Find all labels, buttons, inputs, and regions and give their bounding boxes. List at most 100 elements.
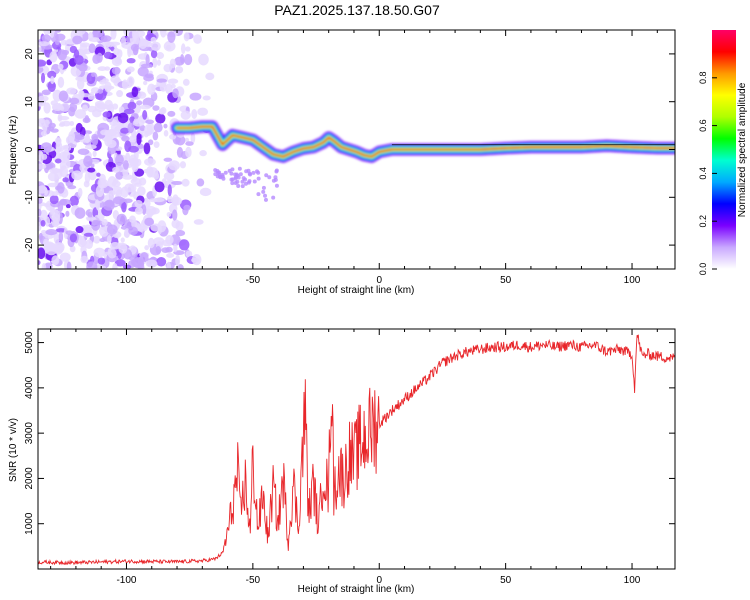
colorbar-tick-label: 0.8 (698, 72, 708, 85)
noise-blob (80, 255, 89, 264)
noise-blob (61, 145, 70, 150)
noise-blob (167, 184, 172, 197)
noise-blob (118, 243, 128, 254)
noise-blob (150, 36, 157, 43)
noise-blob (136, 226, 148, 232)
noise-blob (166, 211, 172, 217)
noise-blob (65, 204, 71, 209)
noise-blob (193, 219, 204, 225)
noise-blob (102, 111, 111, 118)
spectrogram-y-tick-label: -20 (24, 237, 35, 252)
noise-blob (136, 132, 142, 145)
noise-blob (161, 247, 170, 253)
noise-blob (92, 30, 104, 38)
noise-blob (165, 234, 174, 245)
noise-blob (113, 196, 125, 205)
noise-blob (126, 76, 135, 87)
spectrogram-x-tick-label: -50 (246, 275, 261, 286)
noise-blob (256, 192, 261, 197)
noise-blob (126, 66, 135, 73)
spectrogram-y-tick-label: 20 (24, 48, 35, 60)
noise-blob (66, 87, 77, 95)
noise-blob (137, 66, 149, 77)
noise-blob (116, 49, 123, 59)
noise-blob (240, 184, 245, 189)
noise-blob (88, 43, 96, 54)
snr-x-tick-label: -50 (246, 575, 261, 586)
noise-blob (271, 195, 276, 200)
noise-blob (215, 168, 220, 173)
noise-blob (69, 97, 80, 105)
noise-blob (86, 261, 98, 269)
noise-blob (53, 232, 60, 244)
snr-x-label: Height of straight line (km) (298, 584, 415, 595)
noise-blob (56, 182, 65, 194)
noise-blob (134, 207, 143, 215)
snr-y-tick-label: 4000 (24, 376, 35, 399)
noise-blob (180, 43, 186, 55)
noise-blob (40, 142, 52, 153)
noise-blob (55, 242, 65, 253)
noise-blob (120, 186, 129, 198)
noise-blob (116, 213, 127, 225)
noise-blob (233, 181, 238, 186)
noise-blob (38, 46, 42, 52)
noise-blob (47, 163, 54, 169)
noise-blob (150, 207, 160, 215)
snr-y-tick-label: 1000 (24, 512, 35, 535)
noise-blob (191, 108, 198, 120)
figure-title: PAZ1.2025.137.18.50.G07 (274, 2, 440, 18)
spectrogram-x-tick-label: -100 (116, 275, 136, 286)
snr-y-tick-label: 3000 (24, 422, 35, 445)
noise-blob (120, 237, 125, 243)
noise-blob (129, 215, 136, 223)
noise-blob (68, 140, 77, 149)
noise-blob (155, 113, 166, 124)
colorbar-tick-label: 0.6 (698, 119, 708, 132)
noise-blob (38, 232, 43, 241)
noise-blob (99, 238, 106, 243)
noise-blob (131, 30, 137, 40)
noise-blob (238, 172, 243, 177)
noise-blob (147, 237, 155, 249)
noise-blob (141, 204, 147, 215)
noise-blob (183, 53, 193, 66)
noise-blob (103, 51, 113, 59)
colorbar-label: Normalized spectral amplitude (737, 82, 748, 217)
noise-blob (144, 124, 153, 137)
noise-blob (145, 119, 155, 125)
noise-blob (136, 100, 143, 106)
spectrogram-y-tick-label: 10 (24, 96, 35, 108)
noise-blob (196, 178, 205, 187)
noise-blob (65, 230, 74, 235)
noise-blob (112, 166, 120, 173)
noise-blob (93, 247, 106, 258)
noise-blob (87, 167, 96, 173)
spectrogram-y-label: Frequency (Hz) (8, 116, 19, 185)
noise-blob (148, 198, 158, 203)
noise-blob (273, 175, 278, 180)
noise-blob (175, 229, 186, 237)
noise-blob (122, 160, 129, 170)
noise-blob (153, 141, 160, 149)
noise-blob (137, 143, 144, 149)
noise-blob (103, 85, 115, 90)
noise-blob (94, 199, 100, 208)
noise-blob (54, 30, 62, 33)
noise-blob (48, 122, 56, 129)
noise-blob (181, 178, 190, 187)
noise-blob (71, 170, 83, 181)
snr-x-tick-label: -100 (116, 575, 136, 586)
spectrogram-x-tick-label: 50 (500, 275, 512, 286)
noise-blob (122, 264, 132, 269)
noise-blob (101, 218, 108, 226)
noise-blob (137, 260, 145, 269)
noise-blob (229, 177, 234, 182)
noise-blob (107, 235, 112, 244)
noise-blob (144, 73, 154, 79)
noise-blob (256, 176, 261, 181)
noise-blob (66, 261, 72, 269)
noise-blob (168, 160, 180, 171)
noise-blob (45, 245, 58, 256)
noise-blob (263, 193, 268, 198)
